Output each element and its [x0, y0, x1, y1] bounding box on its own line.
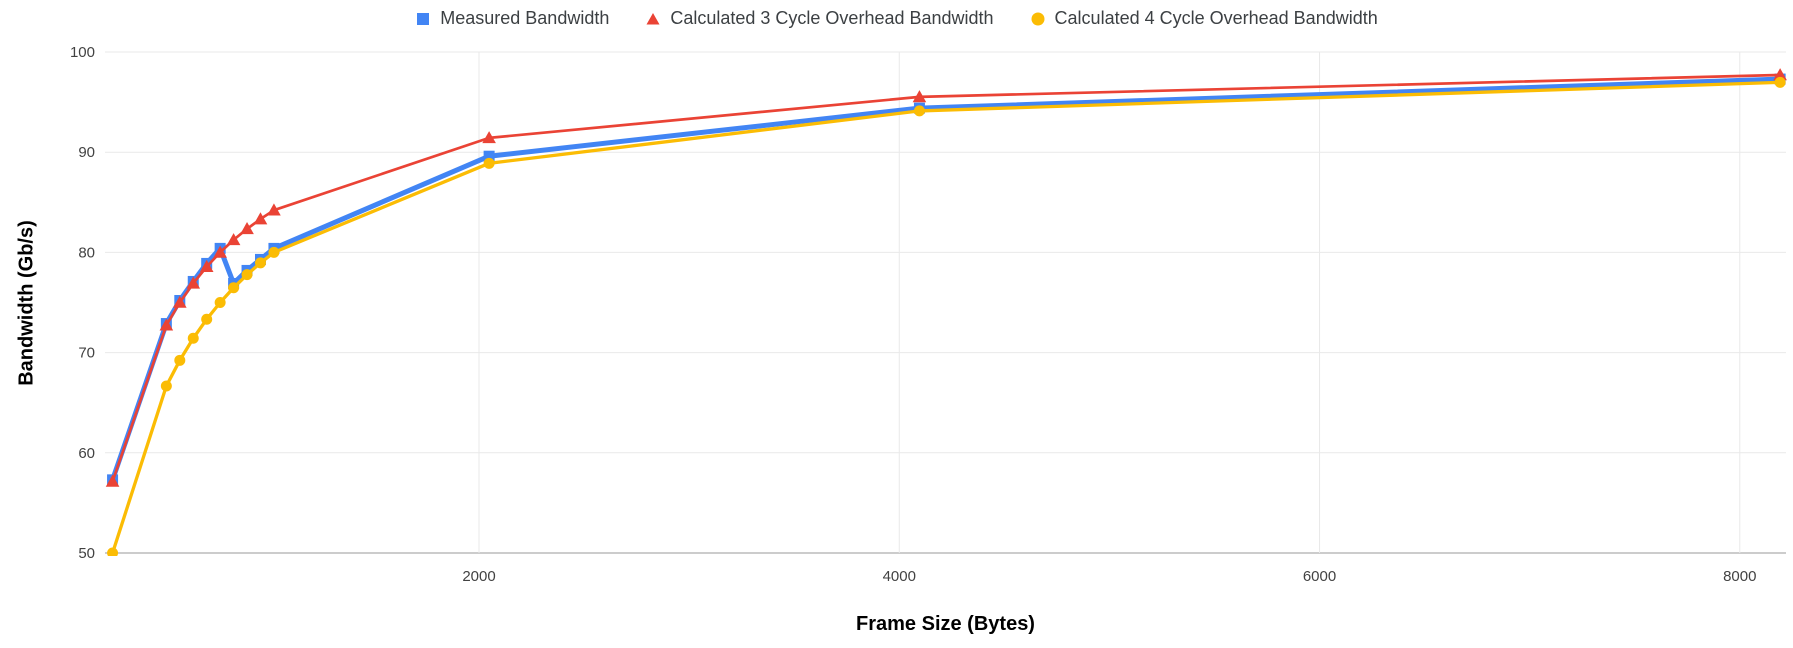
data-point-series2-x640[interactable]	[187, 332, 199, 344]
data-point-series2-x4096[interactable]	[913, 105, 925, 117]
y-axis-title: Bandwidth (Gb/s)	[15, 220, 38, 386]
legend-label-calc-3cycle: Calculated 3 Cycle Overhead Bandwidth	[670, 8, 994, 28]
data-point-series2-x256[interactable]	[107, 547, 119, 559]
data-point-series0-x2048[interactable]	[483, 150, 495, 162]
data-point-series2-x768[interactable]	[214, 297, 226, 308]
data-point-series1-x768[interactable]	[213, 245, 227, 258]
legend-item-calc-4cycle[interactable]: Calculated 4 Cycle Overhead Bandwidth	[1030, 8, 1378, 29]
series-group	[105, 68, 1787, 559]
data-point-series2-x512[interactable]	[160, 380, 172, 392]
data-point-series2-x2048[interactable]	[483, 157, 495, 169]
legend-circle-icon	[1030, 11, 1046, 27]
y-tick-label: 80	[78, 244, 95, 261]
series-line-0	[110, 76, 1783, 483]
y-tick-label: 90	[78, 144, 95, 161]
data-point-series1-x896[interactable]	[240, 222, 254, 235]
y-tick-label: 50	[78, 545, 95, 562]
y-tick-label: 70	[78, 345, 95, 362]
legend-item-calc-3cycle[interactable]: Calculated 3 Cycle Overhead Bandwidth	[645, 8, 994, 29]
y-tick-label: 60	[78, 445, 95, 462]
x-tick-label: 4000	[883, 568, 916, 585]
data-point-series2-x1024[interactable]	[268, 246, 280, 258]
y-tick-label: 100	[70, 44, 95, 61]
legend-triangle-icon	[645, 11, 661, 27]
data-point-series1-x256[interactable]	[105, 474, 120, 487]
legend-label-measured: Measured Bandwidth	[440, 8, 610, 28]
data-point-series1-x4096[interactable]	[912, 90, 927, 103]
data-point-series2-x704[interactable]	[201, 313, 213, 325]
data-point-series2-x960[interactable]	[254, 257, 266, 269]
data-point-series2-x576[interactable]	[174, 354, 186, 366]
x-tick-label: 8000	[1723, 568, 1756, 585]
data-point-series2-x832[interactable]	[228, 282, 240, 294]
data-point-series1-x576[interactable]	[173, 295, 187, 308]
legend-item-measured[interactable]: Measured Bandwidth	[415, 8, 609, 29]
data-point-series1-x512[interactable]	[159, 318, 174, 331]
data-point-series1-x832[interactable]	[226, 233, 241, 246]
data-point-series1-x2048[interactable]	[482, 131, 496, 144]
data-point-series2-x8192[interactable]	[1774, 76, 1786, 88]
data-point-series1-x960[interactable]	[253, 212, 268, 225]
x-tick-label: 2000	[462, 568, 495, 585]
series-line-1	[111, 73, 1782, 483]
x-tick-label: 6000	[1303, 568, 1336, 585]
legend-square-icon	[415, 11, 431, 27]
data-point-series1-x8192[interactable]	[1773, 68, 1787, 81]
data-point-series1-x640[interactable]	[186, 276, 201, 289]
legend-label-calc-4cycle: Calculated 4 Cycle Overhead Bandwidth	[1054, 8, 1378, 28]
data-point-series2-x896[interactable]	[241, 269, 253, 281]
legend: Measured Bandwidth Calculated 3 Cycle Ov…	[0, 8, 1793, 29]
x-axis-title: Frame Size (Bytes)	[856, 613, 1035, 635]
data-point-series1-x704[interactable]	[199, 259, 214, 273]
series-line-2	[110, 80, 1782, 555]
data-point-series1-x1024[interactable]	[267, 203, 281, 216]
